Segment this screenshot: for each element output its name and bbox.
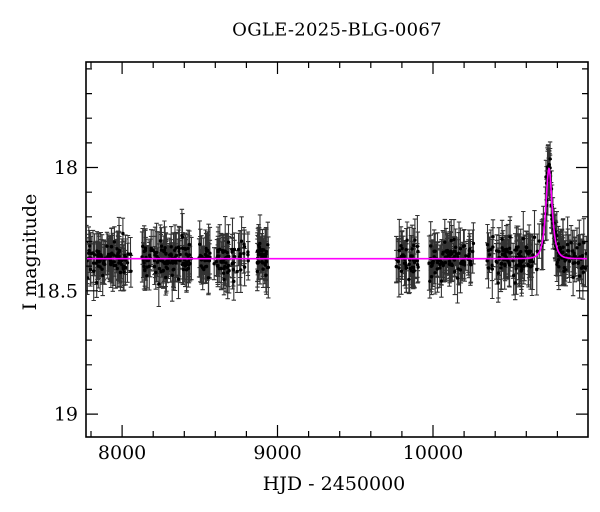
- y-tick-label: 19: [54, 404, 78, 426]
- y-tick-label: 18.5: [36, 280, 78, 302]
- x-tick-label: 8000: [98, 442, 146, 464]
- x-tick-label: 9000: [253, 442, 301, 464]
- x-tick-label: 10000: [403, 442, 463, 464]
- x-axis-label: HJD - 2450000: [262, 473, 406, 495]
- y-tick-label: 18: [54, 157, 78, 179]
- chart-title: OGLE-2025-BLG-0067: [232, 19, 442, 41]
